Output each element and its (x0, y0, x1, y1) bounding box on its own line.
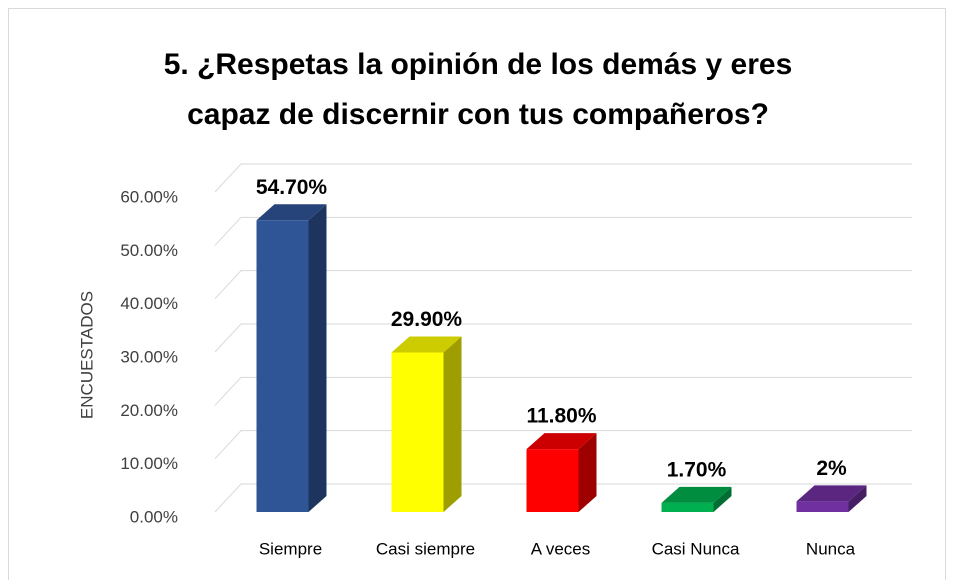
x-tick-label: A veces (531, 539, 591, 558)
bar-face (713, 486, 732, 512)
chart-frame (8, 8, 946, 580)
x-tick-label: Siempre (259, 539, 322, 558)
bar-face (578, 433, 597, 512)
bar-face (661, 502, 714, 512)
bar-face (848, 485, 867, 512)
bar-face (526, 433, 597, 450)
data-label: 1.70% (667, 458, 727, 481)
y-tick-label: 0.00% (130, 507, 178, 526)
y-tick-label: 60.00% (120, 187, 178, 206)
grid-line (214, 163, 912, 193)
bar (256, 204, 327, 512)
x-tick-label: Nunca (806, 539, 856, 558)
data-label: 2% (816, 457, 847, 480)
bar (661, 486, 732, 512)
data-label: 54.70% (256, 176, 328, 199)
y-tick-label: 10.00% (120, 454, 178, 473)
bar-face (796, 485, 867, 502)
bar-face (391, 336, 462, 353)
bar-face (443, 336, 462, 512)
grid-line (214, 483, 912, 513)
y-axis-label: ENCUESTADOS (77, 291, 96, 419)
data-label: 11.80% (526, 405, 596, 428)
grid-line (214, 376, 912, 406)
y-tick-label: 40.00% (120, 294, 178, 313)
grid-line (214, 216, 912, 246)
bar-face (526, 449, 579, 512)
bar-face (256, 220, 309, 512)
grid-line (214, 430, 912, 460)
bar-face (256, 204, 327, 221)
x-tick-label: Casi siempre (376, 539, 475, 558)
y-tick-label: 50.00% (120, 241, 178, 260)
bar (391, 336, 462, 512)
bar-face (796, 501, 849, 512)
y-tick-label: 30.00% (120, 347, 178, 366)
x-tick-label: Casi Nunca (652, 539, 740, 558)
bar (796, 485, 867, 512)
grid-line (214, 270, 912, 300)
grid-line (214, 323, 912, 353)
bar-face (308, 204, 327, 512)
bar-face (661, 486, 732, 503)
bar (526, 433, 597, 512)
chart-title: 5. ¿Respetas la opinión de los demás y e… (163, 48, 793, 131)
y-tick-label: 20.00% (120, 401, 178, 420)
bar-face (391, 352, 444, 512)
data-label: 29.90% (391, 308, 463, 331)
